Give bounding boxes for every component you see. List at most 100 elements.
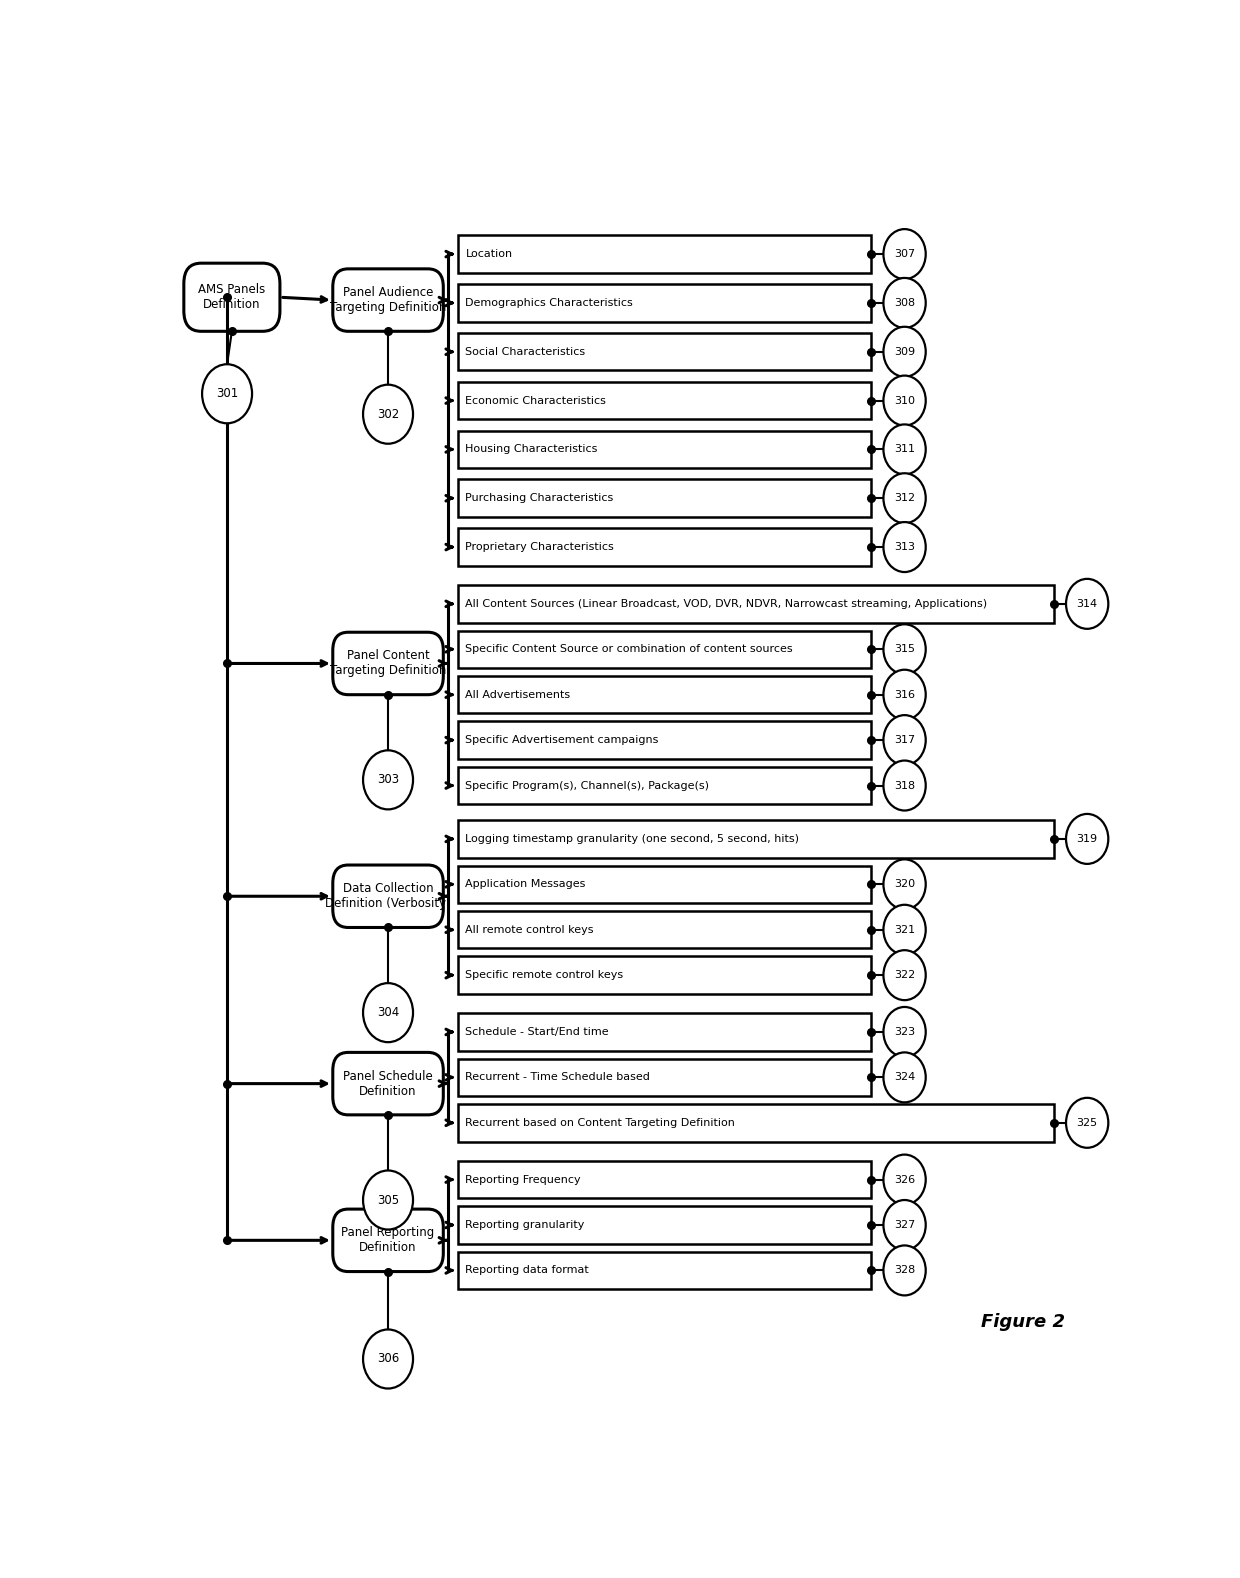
Text: 305: 305 <box>377 1193 399 1207</box>
Circle shape <box>1066 579 1109 628</box>
Circle shape <box>883 1199 926 1250</box>
Bar <box>458 284 870 322</box>
Text: Specific Advertisement campaigns: Specific Advertisement campaigns <box>465 735 658 745</box>
Bar <box>458 956 870 994</box>
Text: Economic Characteristics: Economic Characteristics <box>465 396 606 406</box>
FancyBboxPatch shape <box>332 633 444 694</box>
Text: Reporting granularity: Reporting granularity <box>465 1220 585 1229</box>
Text: Recurrent based on Content Targeting Definition: Recurrent based on Content Targeting Def… <box>465 1117 735 1128</box>
Text: 316: 316 <box>894 690 915 699</box>
Bar <box>458 431 870 469</box>
Text: Reporting data format: Reporting data format <box>465 1266 589 1275</box>
Text: Panel Schedule
Definition: Panel Schedule Definition <box>343 1070 433 1098</box>
Circle shape <box>883 860 926 909</box>
Text: All remote control keys: All remote control keys <box>465 925 594 934</box>
Text: All Content Sources (Linear Broadcast, VOD, DVR, NDVR, Narrowcast streaming, App: All Content Sources (Linear Broadcast, V… <box>465 598 987 609</box>
Circle shape <box>363 385 413 443</box>
Circle shape <box>883 278 926 328</box>
Text: 307: 307 <box>894 249 915 259</box>
Circle shape <box>363 1171 413 1229</box>
Circle shape <box>363 983 413 1041</box>
FancyBboxPatch shape <box>184 264 280 331</box>
Text: 324: 324 <box>894 1073 915 1083</box>
Text: 303: 303 <box>377 773 399 786</box>
Circle shape <box>883 1053 926 1103</box>
Circle shape <box>883 669 926 720</box>
Text: 319: 319 <box>1076 833 1097 844</box>
Circle shape <box>883 376 926 426</box>
Text: 304: 304 <box>377 1007 399 1019</box>
Text: 327: 327 <box>894 1220 915 1229</box>
Circle shape <box>883 229 926 279</box>
Text: Specific remote control keys: Specific remote control keys <box>465 970 624 980</box>
Text: 317: 317 <box>894 735 915 745</box>
Bar <box>458 1251 870 1289</box>
Circle shape <box>883 904 926 955</box>
Text: Panel Audience
Targeting Definition: Panel Audience Targeting Definition <box>330 286 446 314</box>
Text: 315: 315 <box>894 644 915 655</box>
Text: 313: 313 <box>894 543 915 552</box>
Bar <box>458 821 1054 858</box>
Circle shape <box>883 1245 926 1296</box>
Text: Application Messages: Application Messages <box>465 879 585 890</box>
Circle shape <box>1066 814 1109 863</box>
Text: Location: Location <box>465 249 512 259</box>
Text: Social Characteristics: Social Characteristics <box>465 347 585 357</box>
Text: All Advertisements: All Advertisements <box>465 690 570 699</box>
Bar <box>458 333 870 371</box>
Text: 323: 323 <box>894 1027 915 1037</box>
Text: 302: 302 <box>377 407 399 421</box>
Text: Recurrent - Time Schedule based: Recurrent - Time Schedule based <box>465 1073 650 1083</box>
Text: 321: 321 <box>894 925 915 934</box>
Text: 325: 325 <box>1076 1117 1097 1128</box>
Text: 326: 326 <box>894 1174 915 1185</box>
Circle shape <box>363 750 413 810</box>
Text: 311: 311 <box>894 445 915 454</box>
Text: Demographics Characteristics: Demographics Characteristics <box>465 298 634 308</box>
Text: AMS Panels
Definition: AMS Panels Definition <box>198 282 265 311</box>
Bar <box>458 767 870 805</box>
Bar <box>458 585 1054 623</box>
Text: Specific Content Source or combination of content sources: Specific Content Source or combination o… <box>465 644 794 655</box>
Text: Figure 2: Figure 2 <box>982 1313 1065 1330</box>
Circle shape <box>883 1155 926 1204</box>
FancyBboxPatch shape <box>332 1053 444 1114</box>
Bar <box>458 866 870 903</box>
Bar <box>458 1013 870 1051</box>
Text: Reporting Frequency: Reporting Frequency <box>465 1174 582 1185</box>
Bar <box>458 1161 870 1198</box>
Bar <box>458 631 870 667</box>
Bar <box>458 529 870 567</box>
Bar <box>458 675 870 713</box>
Text: Specific Program(s), Channel(s), Package(s): Specific Program(s), Channel(s), Package… <box>465 781 709 791</box>
Bar <box>458 1105 1054 1141</box>
Bar <box>458 1206 870 1243</box>
Circle shape <box>883 761 926 811</box>
Circle shape <box>1066 1098 1109 1147</box>
Text: Housing Characteristics: Housing Characteristics <box>465 445 598 454</box>
Text: 320: 320 <box>894 879 915 890</box>
Bar <box>458 382 870 420</box>
Text: 312: 312 <box>894 494 915 503</box>
Bar <box>458 911 870 948</box>
Circle shape <box>363 1330 413 1389</box>
Text: 301: 301 <box>216 387 238 401</box>
Text: Logging timestamp granularity (one second, 5 second, hits): Logging timestamp granularity (one secon… <box>465 833 800 844</box>
Circle shape <box>883 424 926 475</box>
Circle shape <box>883 1007 926 1057</box>
Text: Schedule - Start/End time: Schedule - Start/End time <box>465 1027 609 1037</box>
Text: Proprietary Characteristics: Proprietary Characteristics <box>465 543 614 552</box>
Circle shape <box>883 625 926 674</box>
Text: Purchasing Characteristics: Purchasing Characteristics <box>465 494 614 503</box>
Text: 318: 318 <box>894 781 915 791</box>
Bar <box>458 721 870 759</box>
Bar <box>458 480 870 518</box>
Text: 306: 306 <box>377 1352 399 1365</box>
Text: 308: 308 <box>894 298 915 308</box>
Circle shape <box>202 365 252 423</box>
Circle shape <box>883 327 926 377</box>
Text: Panel Content
Targeting Definition: Panel Content Targeting Definition <box>330 650 446 677</box>
Text: 309: 309 <box>894 347 915 357</box>
Bar <box>458 1059 870 1097</box>
Text: 322: 322 <box>894 970 915 980</box>
